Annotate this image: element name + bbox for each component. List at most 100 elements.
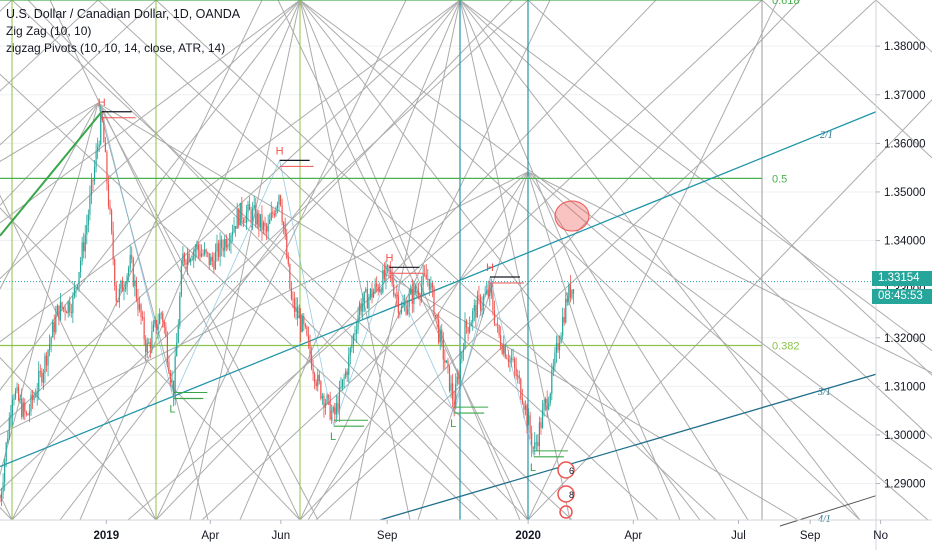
gann-fan-ray: [189, 0, 301, 521]
candle-body: [465, 320, 468, 328]
zigzag-indicator-label[interactable]: Zig Zag (10, 10): [6, 24, 92, 38]
gann-fan-ray: [0, 102, 99, 206]
candle-body: [101, 112, 103, 121]
candle-body: [433, 287, 435, 316]
time-axis-label: 2020: [515, 530, 541, 542]
candle-body: [427, 278, 429, 280]
time-axis-label: Jun: [272, 530, 291, 542]
time-axis-label: 2019: [94, 530, 120, 542]
candle-body: [461, 352, 463, 360]
candle-body: [143, 317, 145, 340]
symbol-title[interactable]: U.S. Dollar / Canadian Dollar, 1D, OANDA: [6, 7, 241, 21]
candle-body: [402, 305, 404, 308]
candle-body: [560, 335, 562, 343]
candle-body: [359, 303, 361, 316]
candle-body: [210, 256, 212, 265]
gann-fan-ray-up: [527, 0, 779, 521]
candle-body: [439, 329, 441, 343]
candle-body: [512, 359, 514, 361]
candle-body: [479, 296, 482, 311]
candle-body: [478, 295, 480, 297]
candle-body: [568, 284, 570, 303]
gann-fan-ray: [349, 0, 461, 521]
candle-body: [241, 202, 243, 220]
candle-body: [235, 225, 237, 229]
candle-body: [259, 214, 261, 228]
candle-body: [469, 326, 471, 333]
candle-body: [391, 272, 393, 285]
gann-fan-ray-up: [527, 99, 932, 521]
candle-body: [159, 314, 161, 324]
candle-body: [324, 403, 327, 408]
candle-body: [411, 289, 413, 304]
candle-body: [376, 283, 378, 287]
candle-body: [314, 373, 316, 383]
candle-body: [386, 265, 389, 267]
candle-body: [372, 291, 375, 298]
candle-body: [551, 370, 553, 394]
candle-body: [548, 403, 550, 410]
candle-body: [217, 243, 220, 257]
candle-body: [162, 313, 164, 323]
candle-body: [416, 291, 418, 293]
candle-body: [452, 383, 454, 400]
candle-body: [41, 371, 43, 383]
candle-body: [174, 356, 176, 398]
candle-body: [76, 285, 79, 288]
candle-body: [22, 402, 24, 417]
candle-body: [352, 335, 354, 345]
candle-body: [24, 402, 26, 412]
candle-body: [131, 255, 133, 259]
candle-body: [42, 373, 44, 383]
candle-body: [407, 307, 409, 315]
candle-body: [475, 305, 477, 318]
candle-body: [128, 268, 130, 276]
candle-body: [371, 288, 373, 298]
candle-body: [202, 253, 204, 255]
candle-body: [154, 320, 156, 325]
candle-body: [517, 375, 519, 377]
candle-body: [126, 275, 128, 287]
candle-body: [205, 249, 207, 253]
candle-body: [394, 294, 396, 296]
candle-body: [450, 383, 452, 391]
candle-body: [318, 374, 320, 382]
candle-body: [53, 322, 55, 333]
candle-body: [199, 250, 201, 257]
candle-body: [455, 383, 457, 409]
price-axis-label: 1.30000: [884, 430, 926, 442]
candle-body: [408, 294, 410, 308]
candle-body: [66, 312, 68, 314]
gann-diagonal-down: [299, 0, 861, 521]
candle-body: [132, 258, 134, 287]
candle-body: [155, 320, 158, 331]
candle-body: [434, 314, 437, 316]
chart-legend: U.S. Dollar / Canadian Dollar, 1D, OANDA…: [6, 6, 240, 57]
pivots-indicator-label[interactable]: zigzag Pivots (10, 10, 14, close, ATR, 1…: [6, 41, 226, 55]
gann-fan-ray: [459, 0, 932, 352]
gann-fan-ray-up: [0, 207, 301, 521]
candle-body: [227, 244, 229, 248]
pivot-low-marker: L: [530, 462, 536, 474]
candle-body: [283, 221, 285, 228]
candle-body: [557, 343, 559, 351]
candle-body: [317, 374, 319, 387]
gann-fan-ray: [97, 102, 319, 521]
candle-body: [121, 280, 124, 292]
candle-body: [315, 382, 317, 387]
price-axis-label: 1.29000: [884, 479, 926, 491]
candle-body: [213, 261, 215, 270]
candle-body: [503, 345, 505, 354]
candle-body: [419, 295, 421, 297]
candle-body: [56, 305, 58, 316]
pivot-low-marker: L: [169, 404, 175, 416]
candle-body: [351, 344, 353, 348]
gann-diagonal-down: [875, 0, 932, 53]
candle-body: [303, 316, 305, 324]
candle-body: [59, 302, 62, 320]
gann-diagonal-up: [0, 0, 157, 146]
candle-body: [7, 438, 9, 443]
candle-body: [276, 204, 279, 209]
